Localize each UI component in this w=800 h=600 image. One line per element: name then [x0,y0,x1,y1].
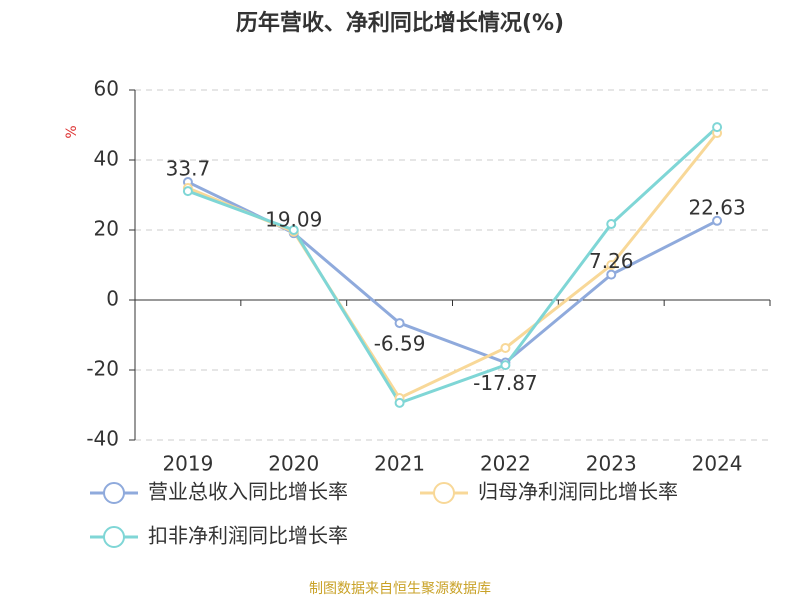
series-line [187,125,719,405]
data-point [606,260,617,270]
data-point [606,219,617,230]
data-label: 7.26 [589,249,634,273]
chart-title: 历年营收、净利同比增长情况(%) [236,10,564,36]
y-tick-label: -20 [86,357,119,381]
data-label: -6.59 [374,332,426,356]
legend-label: 归母净利润同比增长率 [478,480,678,504]
data-label: 22.63 [688,195,745,219]
y-tick-label: 40 [94,147,119,171]
x-tick-label: 2023 [586,452,637,476]
legend-label: 扣非净利润同比增长率 [148,524,348,548]
data-point [712,215,723,226]
series-line [187,132,719,400]
data-point [288,225,299,235]
x-tick-label: 2021 [374,452,425,476]
x-tick-label: 2022 [480,452,531,476]
data-point [712,122,723,133]
legend-marker [103,482,125,504]
data-point [606,269,617,280]
y-tick-label: 20 [94,217,119,241]
data-point [394,397,405,408]
source-note: 制图数据来自恒生聚源数据库 [309,581,491,597]
data-point [182,186,193,197]
data-point [394,318,405,329]
legend-marker [103,526,125,548]
legend-marker [433,482,455,504]
data-label: 19.09 [265,208,322,232]
y-tick-label: 60 [94,77,119,101]
y-axis-label: % [64,125,80,138]
y-tick-label: 0 [106,287,119,311]
x-tick-label: 2024 [692,452,743,476]
data-label: 33.7 [166,157,211,181]
data-point [500,342,511,353]
x-tick-label: 2020 [268,452,319,476]
legend-label: 营业总收入同比增长率 [148,480,348,504]
data-point [500,360,511,371]
x-tick-label: 2019 [162,452,213,476]
data-label: -17.87 [473,371,537,395]
y-tick-label: -40 [86,427,119,451]
